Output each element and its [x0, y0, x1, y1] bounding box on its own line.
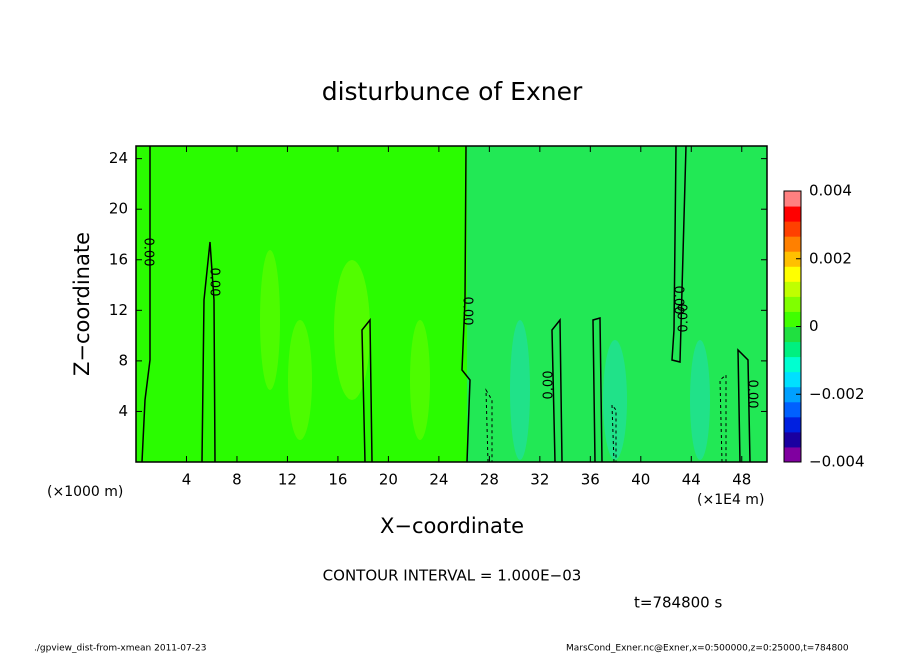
x-tick-label: 32: [530, 471, 549, 489]
y-tick-label: 24: [109, 149, 128, 167]
plot-frame: [135, 145, 768, 463]
contour-label: 0.00: [671, 286, 686, 315]
chart-title: disturbunce of Exner: [322, 77, 583, 106]
colorbar-swatch: [784, 281, 801, 297]
colorbar-swatch: [784, 221, 801, 237]
colorbar-swatch: [784, 386, 801, 403]
colorbar-swatch: [784, 356, 801, 373]
colorbar-swatch: [784, 446, 801, 463]
field: [136, 146, 767, 462]
colorbar-swatch: [784, 371, 801, 388]
x-tick-label: 20: [379, 471, 398, 489]
colorbar-tick-label: 0: [809, 317, 819, 335]
colorbar-swatch: [784, 416, 801, 433]
contour-lines: [141, 145, 751, 463]
colorbar-swatch: [784, 191, 801, 207]
colorbar-swatch: [784, 401, 801, 418]
x-tick-label: 24: [429, 471, 448, 489]
colorbar-swatch: [784, 236, 801, 252]
contour-label: 0.00: [207, 268, 222, 297]
colorbar-tick-label: 0.004: [809, 182, 852, 200]
colorbar-swatch: [784, 206, 801, 222]
y-tick-label: 4: [118, 402, 128, 420]
x-unit-right: (×1E4 m): [697, 492, 764, 508]
colorbar-swatch: [784, 296, 801, 312]
footer: ./gpview_dist-from-xmean 2011-07-23: [34, 644, 206, 654]
contour-label: 0.00: [542, 371, 557, 400]
contour-label: 0.00: [141, 238, 156, 267]
colorbar-swatch: [784, 311, 801, 327]
y-tick-label: 16: [109, 250, 128, 268]
y-tick-label: 12: [109, 301, 128, 319]
colorbar-swatch: [784, 251, 801, 267]
x-tick-label: 40: [631, 471, 650, 489]
x-tick-label: 28: [480, 471, 499, 489]
x-tick-label: 8: [232, 471, 242, 489]
contour-label: 0.00: [745, 380, 760, 409]
x-tick-label: 44: [682, 471, 701, 489]
colorbar-swatch: [784, 326, 801, 343]
x-unit-left: (×1000 m): [47, 484, 123, 500]
y-tick-label: 8: [118, 351, 128, 369]
x-axis-label: X−coordinate: [380, 514, 524, 538]
colorbar-tick-label: 0.002: [809, 249, 852, 267]
annotation: CONTOUR INTERVAL = 1.000E−03: [323, 567, 582, 585]
footer: MarsCond_Exner.nc@Exner,x=0:500000,z=0:2…: [566, 644, 849, 654]
y-tick-label: 20: [109, 200, 128, 218]
x-tick-label: 12: [278, 471, 297, 489]
colorbar-swatch: [784, 431, 801, 448]
y-axis-label: Z−coordinate: [70, 232, 94, 376]
contour-lines-dashed: [485, 373, 727, 463]
annotation: t=784800 s: [634, 594, 722, 612]
contour-label: 0.00: [460, 297, 475, 326]
x-tick-label: 36: [581, 471, 600, 489]
x-tick-label: 16: [328, 471, 347, 489]
contour-label: 0.00: [677, 304, 692, 333]
x-tick-label: 48: [732, 471, 751, 489]
colorbar-tick-label: −0.004: [809, 453, 865, 471]
x-tick-label: 4: [182, 471, 192, 489]
colorbar-swatch: [784, 341, 801, 358]
colorbar-tick-label: −0.002: [809, 385, 865, 403]
colorbar-swatch: [784, 266, 801, 282]
